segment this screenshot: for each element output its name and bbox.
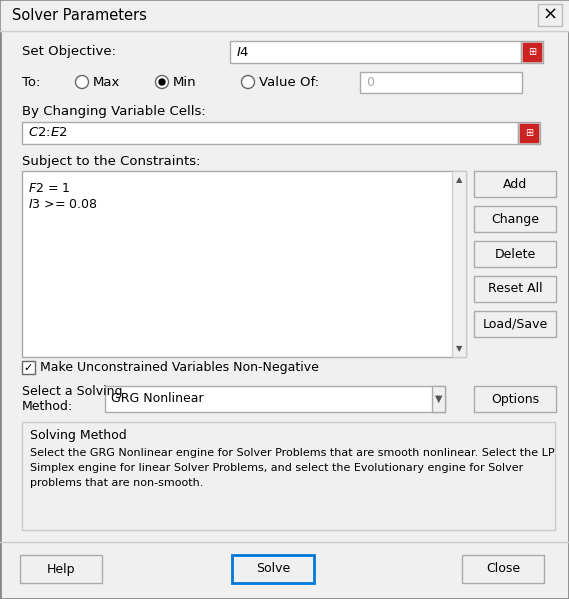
Bar [1,1,568,31]
Text: Reset All: Reset All [488,283,542,295]
Text: Solver Parameters: Solver Parameters [12,8,147,23]
Text: Set Objective:: Set Objective: [22,46,116,59]
Bar [474,311,556,337]
Text: Add: Add [503,177,527,190]
Bar [518,122,540,144]
Text: Min: Min [173,75,197,89]
Text: Close: Close [486,562,520,576]
Text: 0: 0 [366,76,374,89]
Bar [523,43,541,61]
Text: $I$4: $I$4 [236,46,250,59]
Bar [474,386,556,412]
Bar [230,41,521,63]
Bar [232,555,314,583]
Bar [22,171,466,357]
Bar [432,386,445,412]
Text: Select the GRG Nonlinear engine for Solver Problems that are smooth nonlinear. S: Select the GRG Nonlinear engine for Solv… [30,448,555,458]
Circle shape [76,75,89,89]
Text: Delete: Delete [494,247,535,261]
Bar [452,171,466,357]
Bar [22,422,555,530]
Text: ▼: ▼ [456,344,462,353]
Bar [360,72,522,93]
Bar [20,555,102,583]
Text: Solving Method: Solving Method [30,429,127,443]
Text: $F$2 = 1: $F$2 = 1 [28,181,71,195]
Text: $C$2:$E$2: $C$2:$E$2 [28,126,68,140]
Bar [520,124,538,142]
Text: ▼: ▼ [435,394,442,404]
Text: ⊞: ⊞ [528,47,536,57]
Text: ×: × [542,6,558,24]
Bar [474,171,556,197]
Text: Make Unconstrained Variables Non-Negative: Make Unconstrained Variables Non-Negativ… [40,362,319,374]
Bar [474,206,556,232]
Text: Subject to the Constraints:: Subject to the Constraints: [22,155,200,168]
Text: problems that are non-smooth.: problems that are non-smooth. [30,478,203,488]
Bar [474,241,556,267]
Text: Help: Help [47,562,75,576]
Bar [521,41,543,63]
Text: ▲: ▲ [456,176,462,184]
Text: Solve: Solve [256,562,290,576]
Bar [538,4,562,26]
Bar [474,276,556,302]
Text: Load/Save: Load/Save [483,317,547,331]
Text: Options: Options [491,392,539,406]
Text: Method:: Method: [22,400,73,413]
Circle shape [241,75,254,89]
Text: ✓: ✓ [24,362,33,373]
Text: ⊞: ⊞ [525,128,533,138]
Text: Value Of:: Value Of: [259,75,319,89]
Text: GRG Nonlinear: GRG Nonlinear [111,392,204,406]
Text: Max: Max [93,75,121,89]
Circle shape [159,79,165,85]
Bar [105,386,445,412]
Text: By Changing Variable Cells:: By Changing Variable Cells: [22,105,206,119]
Text: Simplex engine for linear Solver Problems, and select the Evolutionary engine fo: Simplex engine for linear Solver Problem… [30,463,523,473]
Text: Change: Change [491,213,539,225]
Bar [22,361,35,374]
Bar [462,555,544,583]
Text: $I$3 >= 0.08: $I$3 >= 0.08 [28,198,97,211]
Bar [22,122,518,144]
Text: Select a Solving: Select a Solving [22,386,122,398]
Text: To:: To: [22,75,40,89]
Circle shape [155,75,168,89]
